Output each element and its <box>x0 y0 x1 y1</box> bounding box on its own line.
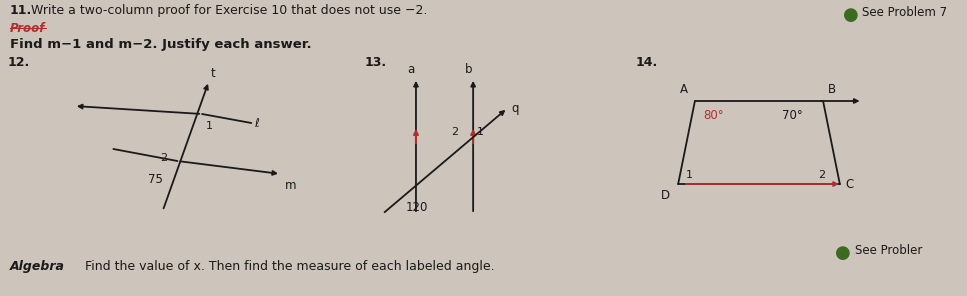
Text: Algebra: Algebra <box>10 260 65 273</box>
Text: Find the value of x. Then find the measure of each labeled angle.: Find the value of x. Then find the measu… <box>81 260 494 273</box>
Text: 1: 1 <box>206 121 213 131</box>
Text: 2: 2 <box>160 153 167 163</box>
Text: ●: ● <box>843 6 859 24</box>
Text: m: m <box>285 179 296 192</box>
Text: 120: 120 <box>406 201 428 214</box>
Text: See Problem 7: See Problem 7 <box>863 6 948 19</box>
Text: 1: 1 <box>686 170 693 180</box>
Text: 13.: 13. <box>365 56 387 69</box>
Text: 2: 2 <box>818 170 825 180</box>
Text: A: A <box>680 83 689 96</box>
Text: 14.: 14. <box>635 56 658 69</box>
Text: 80°: 80° <box>703 109 723 122</box>
Text: 2: 2 <box>452 127 458 137</box>
Text: 70°: 70° <box>781 109 803 122</box>
Text: 75: 75 <box>148 173 162 186</box>
Text: D: D <box>660 189 669 202</box>
Text: 1: 1 <box>477 127 484 137</box>
Text: a: a <box>407 63 415 76</box>
Text: Write a two-column proof for Exercise 10 that does not use −2.: Write a two-column proof for Exercise 10… <box>31 4 427 17</box>
Text: B: B <box>828 83 836 96</box>
Text: See Probler: See Probler <box>855 244 922 257</box>
Text: ●: ● <box>835 244 851 262</box>
Text: b: b <box>464 63 472 76</box>
Text: 12.: 12. <box>8 56 30 69</box>
Text: q: q <box>512 102 519 115</box>
Text: C: C <box>846 178 854 191</box>
Text: Proof: Proof <box>10 22 45 35</box>
Text: ℓ: ℓ <box>254 117 259 130</box>
Text: Find m−1 and m−2. Justify each answer.: Find m−1 and m−2. Justify each answer. <box>10 38 311 51</box>
Text: t: t <box>211 67 216 80</box>
Text: 11.: 11. <box>10 4 32 17</box>
